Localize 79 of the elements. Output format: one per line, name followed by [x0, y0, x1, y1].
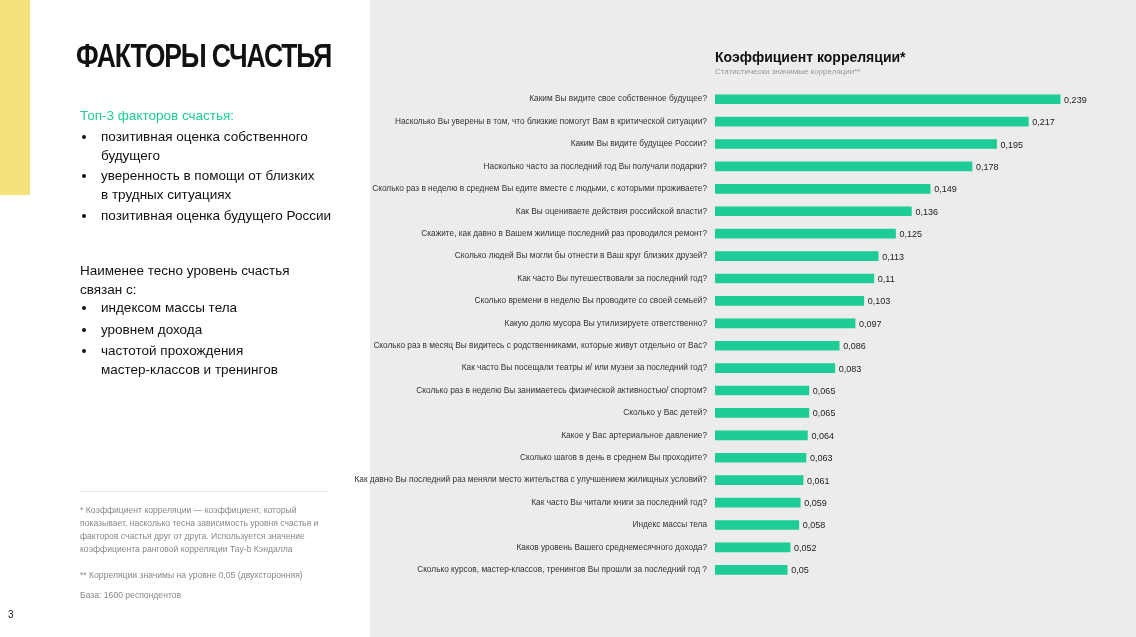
text: База: 1600 респондентов [80, 590, 182, 600]
y-tick-label: Какую долю мусора Вы утилизируете ответственно? [504, 317, 708, 328]
text: индексом массы тела [101, 300, 238, 315]
data-label: 0,125 [899, 229, 923, 240]
text: Топ-3 факторов счастья: [80, 108, 235, 123]
chart-title: Коэффициент корреляции* [715, 49, 907, 65]
y-tick-label: Сколько времени в неделю Вы проводите со своей семьей? [474, 295, 708, 306]
data-label: 0,052 [794, 542, 817, 553]
text: позитивная оценка будущего России [101, 208, 332, 223]
data-label: 0,064 [811, 430, 834, 441]
data-label: 0,178 [976, 161, 999, 172]
y-tick-label: Сколько раз в месяц Вы видитесь с родственниками, которые живут отдельно от Вас? [373, 339, 708, 350]
data-label: 0,195 [1000, 139, 1024, 150]
bar [715, 273, 875, 284]
bar [715, 116, 1029, 127]
y-tick-label: Насколько Вы уверены в том, что близкие помогут Вам в критической ситуации? [394, 115, 708, 126]
y-tick-label: Как давно Вы последний раз меняли место жительства с улучшением жилищных условий? [354, 474, 708, 485]
data-label: 0,063 [809, 453, 833, 464]
y-tick-label: Сколько у Вас детей? [623, 407, 708, 418]
bar [715, 520, 800, 530]
data-label: 0,065 [812, 386, 836, 397]
bar [715, 408, 810, 418]
y-tick-label: Каков уровень Вашего среднемесячного дохода? [516, 541, 708, 552]
y-tick-label: Сколько шагов в день в среднем Вы проходите? [519, 452, 708, 463]
bar [715, 542, 791, 553]
text: ** Корреляции значимы на уровне 0,05 (двухсторонняя) [80, 570, 303, 580]
bar [715, 139, 997, 149]
data-label: 0,097 [859, 318, 882, 329]
bar [715, 363, 836, 373]
bar [715, 340, 840, 351]
y-tick-label: Как Вы оцениваете действия российской власти? [515, 205, 708, 216]
text: частотой прохождения мастер-классов и тренингов [101, 343, 278, 377]
data-label: 0,065 [812, 408, 836, 419]
bar [715, 206, 912, 217]
data-label: 0,149 [934, 184, 957, 195]
text: 3 [8, 609, 14, 620]
data-label: 0,136 [915, 206, 938, 217]
bar [715, 564, 788, 575]
data-label: 0,083 [838, 363, 862, 374]
y-tick-label: Сколько курсов, мастер-классов, тренингов Вы прошли за последний год ? [417, 564, 708, 575]
y-tick-label: Скажите, как давно в Вашем жилище последний раз проводился ремонт? [421, 227, 708, 238]
data-label: 0,05 [791, 565, 809, 576]
y-tick-label: Как часто Вы посещали театры и/ или музеи за последний год? [461, 362, 708, 373]
y-tick-label: Каким Вы видите будущее России? [570, 138, 708, 149]
bar [715, 296, 865, 306]
bar [715, 318, 856, 329]
bar [715, 161, 973, 172]
y-tick-label: Как часто Вы путешествовали за последний год? [517, 272, 708, 283]
y-tick-label: Сколько раз в неделю Вы занимаетесь физической активностью/ спортом? [416, 384, 708, 395]
y-tick-label: Насколько часто за последний год Вы получали подарки? [483, 160, 708, 171]
y-tick-label: Индекс массы тела [632, 519, 708, 530]
y-tick-label: Каким Вы видите свое собственное будущее? [529, 93, 708, 104]
data-label: 0,217 [1032, 117, 1055, 128]
data-label: 0,061 [807, 475, 830, 486]
bar [715, 251, 879, 261]
bar [715, 475, 804, 485]
bar [715, 94, 1061, 105]
chart-subtitle: Статистически значимые корреляции** [715, 67, 861, 76]
data-label: 0,059 [804, 498, 827, 509]
data-label: 0,113 [882, 251, 905, 262]
data-label: 0,058 [802, 520, 826, 531]
y-tick-label: Сколько людей Вы могли бы отнести в Ваш круг близких друзей? [454, 250, 708, 261]
data-label: 0,239 [1064, 94, 1087, 105]
text: уровнем дохода [101, 322, 203, 337]
data-label: 0,103 [867, 296, 891, 307]
bar [715, 430, 808, 441]
bar [715, 228, 896, 239]
text: Наименее тесно уровень счастья связан с: [80, 263, 290, 297]
text: ФАКТОРЫ СЧАСТЬЯ [76, 36, 332, 74]
bar [715, 385, 810, 396]
bar [715, 184, 931, 194]
data-label: 0,086 [843, 341, 866, 352]
data-label: 0,11 [877, 273, 895, 284]
y-tick-label: Сколько раз в неделю в среднем Вы едите вместе с людьми, с которыми проживаете? [372, 183, 708, 194]
bar [715, 452, 807, 463]
bar [715, 497, 801, 508]
y-tick-label: Как часто Вы читали книги за последний год? [531, 496, 708, 507]
y-tick-label: Какое у Вас артериальное давление? [561, 429, 708, 440]
text: * Коэффициент корреляции — коэффициент, который показывает, насколько тесна зависимость уровня счастья и факторов счастья друг от друга. Используется значение коэффициента ранговой корреляции Тау-b Кэндалла [80, 505, 319, 554]
